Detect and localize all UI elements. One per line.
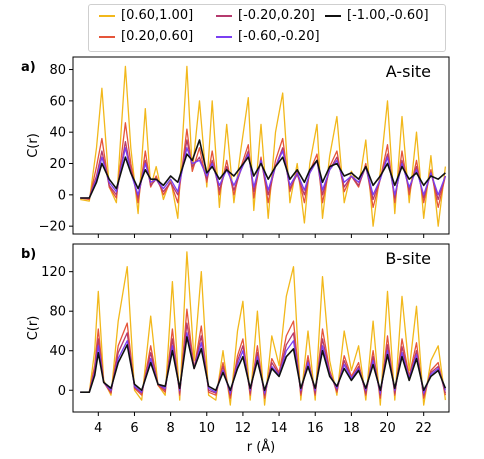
legend-swatch [216,14,232,17]
y-tick-label: 80 [49,305,66,320]
legend-item: [-1.00,-0.60] [325,8,429,23]
y-tick-label: 60 [49,94,66,109]
y-tick-label: 120 [41,265,66,280]
legend-item: [-0.60,-0.20] [216,29,320,44]
x-tick-label: 22 [415,421,432,436]
x-tick-label: 16 [307,421,324,436]
panel-a: −20 0 20 40 60 80 C(r) A-site a) [21,56,450,238]
panel-label: a) [21,60,36,75]
x-tick-label: 10 [198,421,215,436]
legend: [0.60,1.00] [-0.20,0.20] [-1.00,-0.60] [… [88,4,446,52]
y-tick-label: 40 [49,126,66,141]
series-line [80,336,447,393]
y-tick-label: 0 [58,384,66,399]
y-tick-label: 0 [58,188,66,203]
legend-swatch [99,35,115,38]
x-axis-label: r (Å) [247,439,276,455]
legend-swatch [325,14,341,17]
x-tick-label: 4 [94,421,102,436]
legend-label: [-0.20,0.20] [238,8,315,23]
legend-swatch [99,14,115,17]
x-tick-label: 20 [379,421,396,436]
series-line [80,65,447,227]
legend-item: [0.20,0.60] [99,29,193,44]
y-tick-label: −20 [39,220,66,235]
plot-frame [72,243,450,413]
series-line [80,122,447,209]
legend-label: [-0.60,-0.20] [238,29,320,44]
y-axis-label: C(r) [26,316,41,341]
series-line [80,251,447,406]
legend-item: [-0.20,0.20] [216,8,315,23]
plot-frame [72,56,450,235]
x-tick-label: 8 [166,421,174,436]
panel-title: A-site [386,62,431,81]
legend-label: [0.60,1.00] [121,8,194,23]
x-tick-label: 12 [235,421,252,436]
legend-item: [0.60,1.00] [99,8,193,23]
y-tick-label: 20 [49,157,66,172]
y-tick-label: 80 [49,63,66,78]
legend-label: [-1.00,-0.60] [347,8,429,23]
panel-title: B-site [385,249,431,268]
legend-swatch [216,35,232,38]
y-axis-label: C(r) [26,133,41,158]
x-tick-label: 18 [343,421,360,436]
panel-b: 0 40 80 120 4 6 8 10 12 14 16 18 20 22 C(r) B-site b) r (… [21,243,450,455]
y-tick-label: 40 [49,344,66,359]
x-tick-label: 6 [130,421,138,436]
series-line [80,139,446,199]
x-tick-label: 14 [271,421,288,436]
legend-label: [0.20,0.60] [121,29,194,44]
panel-label: b) [21,247,36,262]
